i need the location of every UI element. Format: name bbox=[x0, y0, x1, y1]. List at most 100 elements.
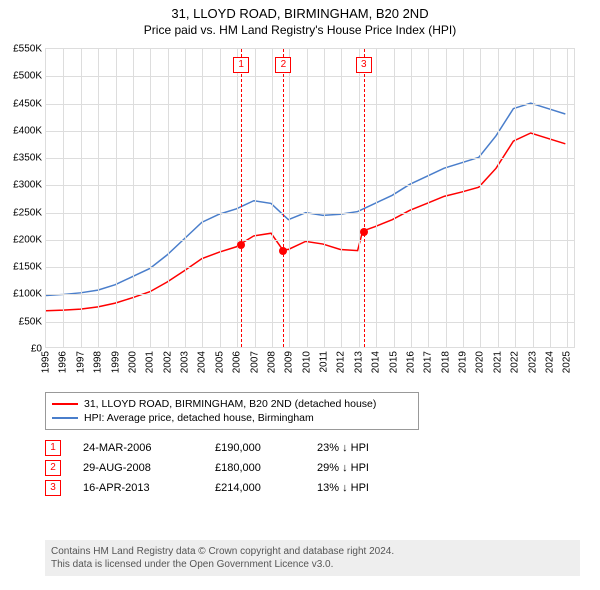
gridline-v bbox=[394, 49, 395, 347]
gridline-v bbox=[411, 49, 412, 347]
sale-marker-badge: 3 bbox=[356, 57, 372, 73]
gridline-h bbox=[46, 185, 574, 186]
footer-line2: This data is licensed under the Open Gov… bbox=[51, 558, 574, 571]
chart-subtitle: Price paid vs. HM Land Registry's House … bbox=[0, 23, 600, 37]
gridline-h bbox=[46, 131, 574, 132]
y-axis-label: £150K bbox=[13, 262, 42, 273]
gridline-v bbox=[446, 49, 447, 347]
plot-area: £0£50K£100K£150K£200K£250K£300K£350K£400… bbox=[45, 48, 575, 348]
x-axis-label: 2006 bbox=[232, 351, 243, 373]
gridline-v bbox=[324, 49, 325, 347]
sale-row-price: £190,000 bbox=[215, 442, 295, 454]
sale-row: 316-APR-2013£214,00013% ↓ HPI bbox=[45, 480, 417, 496]
gridline-h bbox=[46, 213, 574, 214]
x-axis-label: 2002 bbox=[162, 351, 173, 373]
gridline-v bbox=[289, 49, 290, 347]
x-axis-label: 1995 bbox=[41, 351, 52, 373]
legend-swatch bbox=[52, 417, 78, 419]
y-axis-label: £500K bbox=[13, 71, 42, 82]
x-axis-label: 2017 bbox=[423, 351, 434, 373]
x-axis-label: 2016 bbox=[405, 351, 416, 373]
x-axis-label: 2023 bbox=[527, 351, 538, 373]
y-axis-label: £550K bbox=[13, 44, 42, 55]
gridline-h bbox=[46, 240, 574, 241]
x-axis-label: 2018 bbox=[440, 351, 451, 373]
x-axis-label: 2022 bbox=[510, 351, 521, 373]
gridline-v bbox=[428, 49, 429, 347]
y-axis-label: £200K bbox=[13, 234, 42, 245]
sale-row-number: 2 bbox=[45, 460, 61, 476]
chart-container: { "title": "31, LLOYD ROAD, BIRMINGHAM, … bbox=[0, 0, 600, 590]
gridline-v bbox=[567, 49, 568, 347]
x-axis-label: 2015 bbox=[388, 351, 399, 373]
gridline-v bbox=[272, 49, 273, 347]
sale-row-date: 29-AUG-2008 bbox=[83, 462, 193, 474]
sale-row-delta: 23% ↓ HPI bbox=[317, 442, 417, 454]
legend-row: 31, LLOYD ROAD, BIRMINGHAM, B20 2ND (det… bbox=[52, 397, 412, 411]
sale-row-date: 24-MAR-2006 bbox=[83, 442, 193, 454]
sale-row-price: £180,000 bbox=[215, 462, 295, 474]
y-axis-label: £400K bbox=[13, 125, 42, 136]
gridline-v bbox=[359, 49, 360, 347]
legend-label: HPI: Average price, detached house, Birm… bbox=[84, 412, 314, 424]
gridline-h bbox=[46, 104, 574, 105]
sale-row: 2 29-AUG-2008 £180,000 29% ↓ HPI bbox=[45, 460, 417, 476]
x-axis-label: 2020 bbox=[475, 351, 486, 373]
sale-marker-dot bbox=[279, 247, 287, 255]
sale-marker-line bbox=[364, 49, 365, 347]
title-block: 31, LLOYD ROAD, BIRMINGHAM, B20 2ND Pric… bbox=[0, 0, 600, 37]
sale-row-delta: 13% ↓ HPI bbox=[317, 482, 417, 494]
gridline-v bbox=[550, 49, 551, 347]
x-axis-label: 2019 bbox=[458, 351, 469, 373]
gridline-v bbox=[255, 49, 256, 347]
sale-row-number: 1 bbox=[45, 440, 61, 456]
x-axis-label: 1996 bbox=[58, 351, 69, 373]
sale-row-delta: 29% ↓ HPI bbox=[317, 462, 417, 474]
gridline-v bbox=[237, 49, 238, 347]
y-axis-label: £100K bbox=[13, 289, 42, 300]
y-axis-label: £350K bbox=[13, 153, 42, 164]
x-axis-label: 2000 bbox=[127, 351, 138, 373]
sale-marker-line bbox=[283, 49, 284, 347]
gridline-v bbox=[376, 49, 377, 347]
gridline-v bbox=[150, 49, 151, 347]
line-series-svg bbox=[46, 49, 574, 347]
gridline-v bbox=[63, 49, 64, 347]
gridline-h bbox=[46, 322, 574, 323]
gridline-v bbox=[498, 49, 499, 347]
sales-table: 1 24-MAR-2006 £190,000 23% ↓ HPI 2 29-AUG-200… bbox=[45, 436, 417, 500]
x-axis-label: 2013 bbox=[353, 351, 364, 373]
legend-label: 31, LLOYD ROAD, BIRMINGHAM, B20 2ND (det… bbox=[84, 398, 376, 410]
x-axis-label: 2014 bbox=[371, 351, 382, 373]
sale-marker-dot bbox=[360, 228, 368, 236]
x-axis-label: 2008 bbox=[266, 351, 277, 373]
x-axis-label: 1997 bbox=[75, 351, 86, 373]
x-axis-label: 2003 bbox=[180, 351, 191, 373]
sale-marker-badge: 1 bbox=[233, 57, 249, 73]
sale-marker-badge: 2 bbox=[275, 57, 291, 73]
sale-marker-line bbox=[241, 49, 242, 347]
chart-title: 31, LLOYD ROAD, BIRMINGHAM, B20 2ND bbox=[0, 6, 600, 21]
gridline-v bbox=[81, 49, 82, 347]
gridline-v bbox=[185, 49, 186, 347]
y-axis-label: £250K bbox=[13, 207, 42, 218]
gridline-v bbox=[533, 49, 534, 347]
legend-swatch bbox=[52, 403, 78, 405]
x-axis-label: 2007 bbox=[249, 351, 260, 373]
gridline-v bbox=[168, 49, 169, 347]
x-axis-label: 1999 bbox=[110, 351, 121, 373]
gridline-h bbox=[46, 294, 574, 295]
x-axis-label: 2025 bbox=[562, 351, 573, 373]
x-axis-label: 2009 bbox=[284, 351, 295, 373]
y-axis-label: £50K bbox=[19, 316, 42, 327]
x-axis-label: 2021 bbox=[492, 351, 503, 373]
gridline-v bbox=[480, 49, 481, 347]
y-axis-label: £300K bbox=[13, 180, 42, 191]
gridline-v bbox=[515, 49, 516, 347]
gridline-v bbox=[98, 49, 99, 347]
x-axis-label: 2010 bbox=[301, 351, 312, 373]
x-axis-label: 2024 bbox=[544, 351, 555, 373]
y-axis-label: £450K bbox=[13, 98, 42, 109]
gridline-v bbox=[133, 49, 134, 347]
x-axis-label: 2012 bbox=[336, 351, 347, 373]
